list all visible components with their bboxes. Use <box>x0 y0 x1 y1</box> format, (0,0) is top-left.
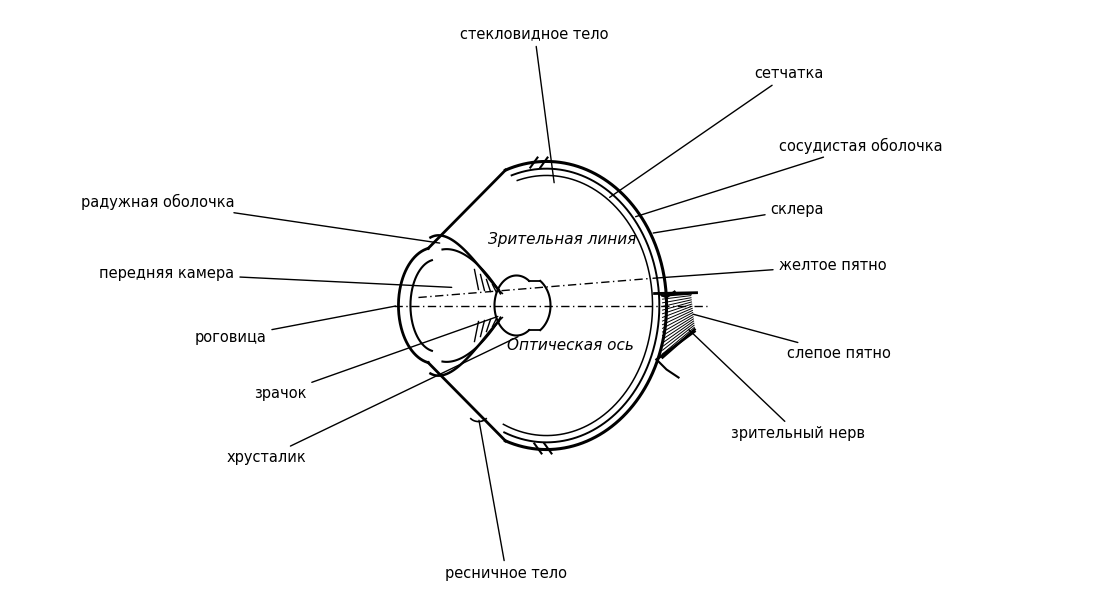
Text: желтое пятно: желтое пятно <box>653 258 886 278</box>
Text: радужная оболочка: радужная оболочка <box>81 194 439 243</box>
Text: роговица: роговица <box>195 306 396 345</box>
Text: Оптическая ось: Оптическая ось <box>507 338 634 353</box>
Text: зрачок: зрачок <box>254 317 498 401</box>
Text: хрусталик: хрусталик <box>226 336 518 465</box>
Text: ресничное тело: ресничное тело <box>446 420 567 581</box>
Text: зрительный нерв: зрительный нерв <box>689 329 865 441</box>
Text: стекловидное тело: стекловидное тело <box>460 26 609 183</box>
Text: Зрительная линия: Зрительная линия <box>489 232 636 247</box>
Text: сосудистая оболочка: сосудистая оболочка <box>636 137 942 216</box>
Text: передняя камера: передняя камера <box>99 266 451 288</box>
Text: слепое пятно: слепое пятно <box>693 314 891 361</box>
Text: склера: склера <box>654 202 824 233</box>
Text: сетчатка: сетчатка <box>610 66 824 197</box>
